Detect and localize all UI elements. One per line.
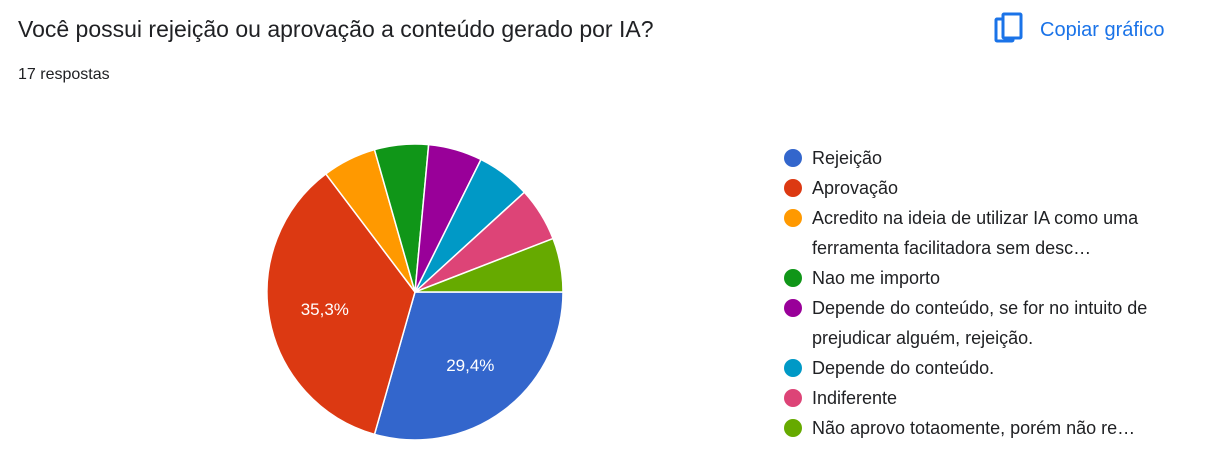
legend-item[interactable]: Aprovação <box>784 173 1194 203</box>
pie-slice[interactable] <box>414 237 564 293</box>
legend-item[interactable]: Rejeição <box>784 143 1194 173</box>
legend-color-dot <box>784 209 802 227</box>
legend-item[interactable]: Nao me importo <box>784 263 1194 293</box>
response-count: 17 respostas <box>18 66 110 83</box>
legend-item[interactable]: Depende do conteúdo, se for no intuito d… <box>784 293 1194 353</box>
legend-label: Depende do conteúdo. <box>812 358 995 378</box>
pie-data-label: 29,4% <box>446 356 494 375</box>
legend-label: Não aprovo totaomente, porém não re… <box>812 418 1136 438</box>
chart-legend: Rejeição Aprovação Acredito na ideia de ut… <box>784 143 1194 443</box>
pie-slice[interactable] <box>373 291 564 441</box>
copy-icon <box>994 12 1024 49</box>
legend-label: Acredito na ideia de utilizar IA como um… <box>812 208 1139 258</box>
legend-color-dot <box>784 389 802 407</box>
legend-color-dot <box>784 299 802 317</box>
legend-item[interactable]: Indiferente <box>784 383 1194 413</box>
legend-color-dot <box>784 419 802 437</box>
legend-item[interactable]: Acredito na ideia de utilizar IA como um… <box>784 203 1194 263</box>
copy-chart-label: Copiar gráfico <box>1040 19 1165 41</box>
legend-label: Depende do conteúdo, se for no intuito d… <box>812 298 1148 348</box>
legend-color-dot <box>784 269 802 287</box>
legend-label: Indiferente <box>812 388 898 408</box>
legend-item[interactable]: Depende do conteúdo. <box>784 353 1194 383</box>
legend-label: Nao me importo <box>812 268 941 288</box>
legend-color-dot <box>784 149 802 167</box>
legend-label: Rejeição <box>812 148 883 168</box>
pie-data-label: 35,3% <box>301 300 349 319</box>
legend-item[interactable]: Não aprovo totaomente, porém não re… <box>784 413 1194 443</box>
copy-chart-button[interactable]: Copiar gráfico <box>988 8 1171 53</box>
legend-color-dot <box>784 359 802 377</box>
pie-slice[interactable] <box>266 172 416 436</box>
chart-title: Você possui rejeição ou aprovação a cont… <box>18 16 654 42</box>
legend-label: Aprovação <box>812 178 899 198</box>
legend-color-dot <box>784 179 802 197</box>
